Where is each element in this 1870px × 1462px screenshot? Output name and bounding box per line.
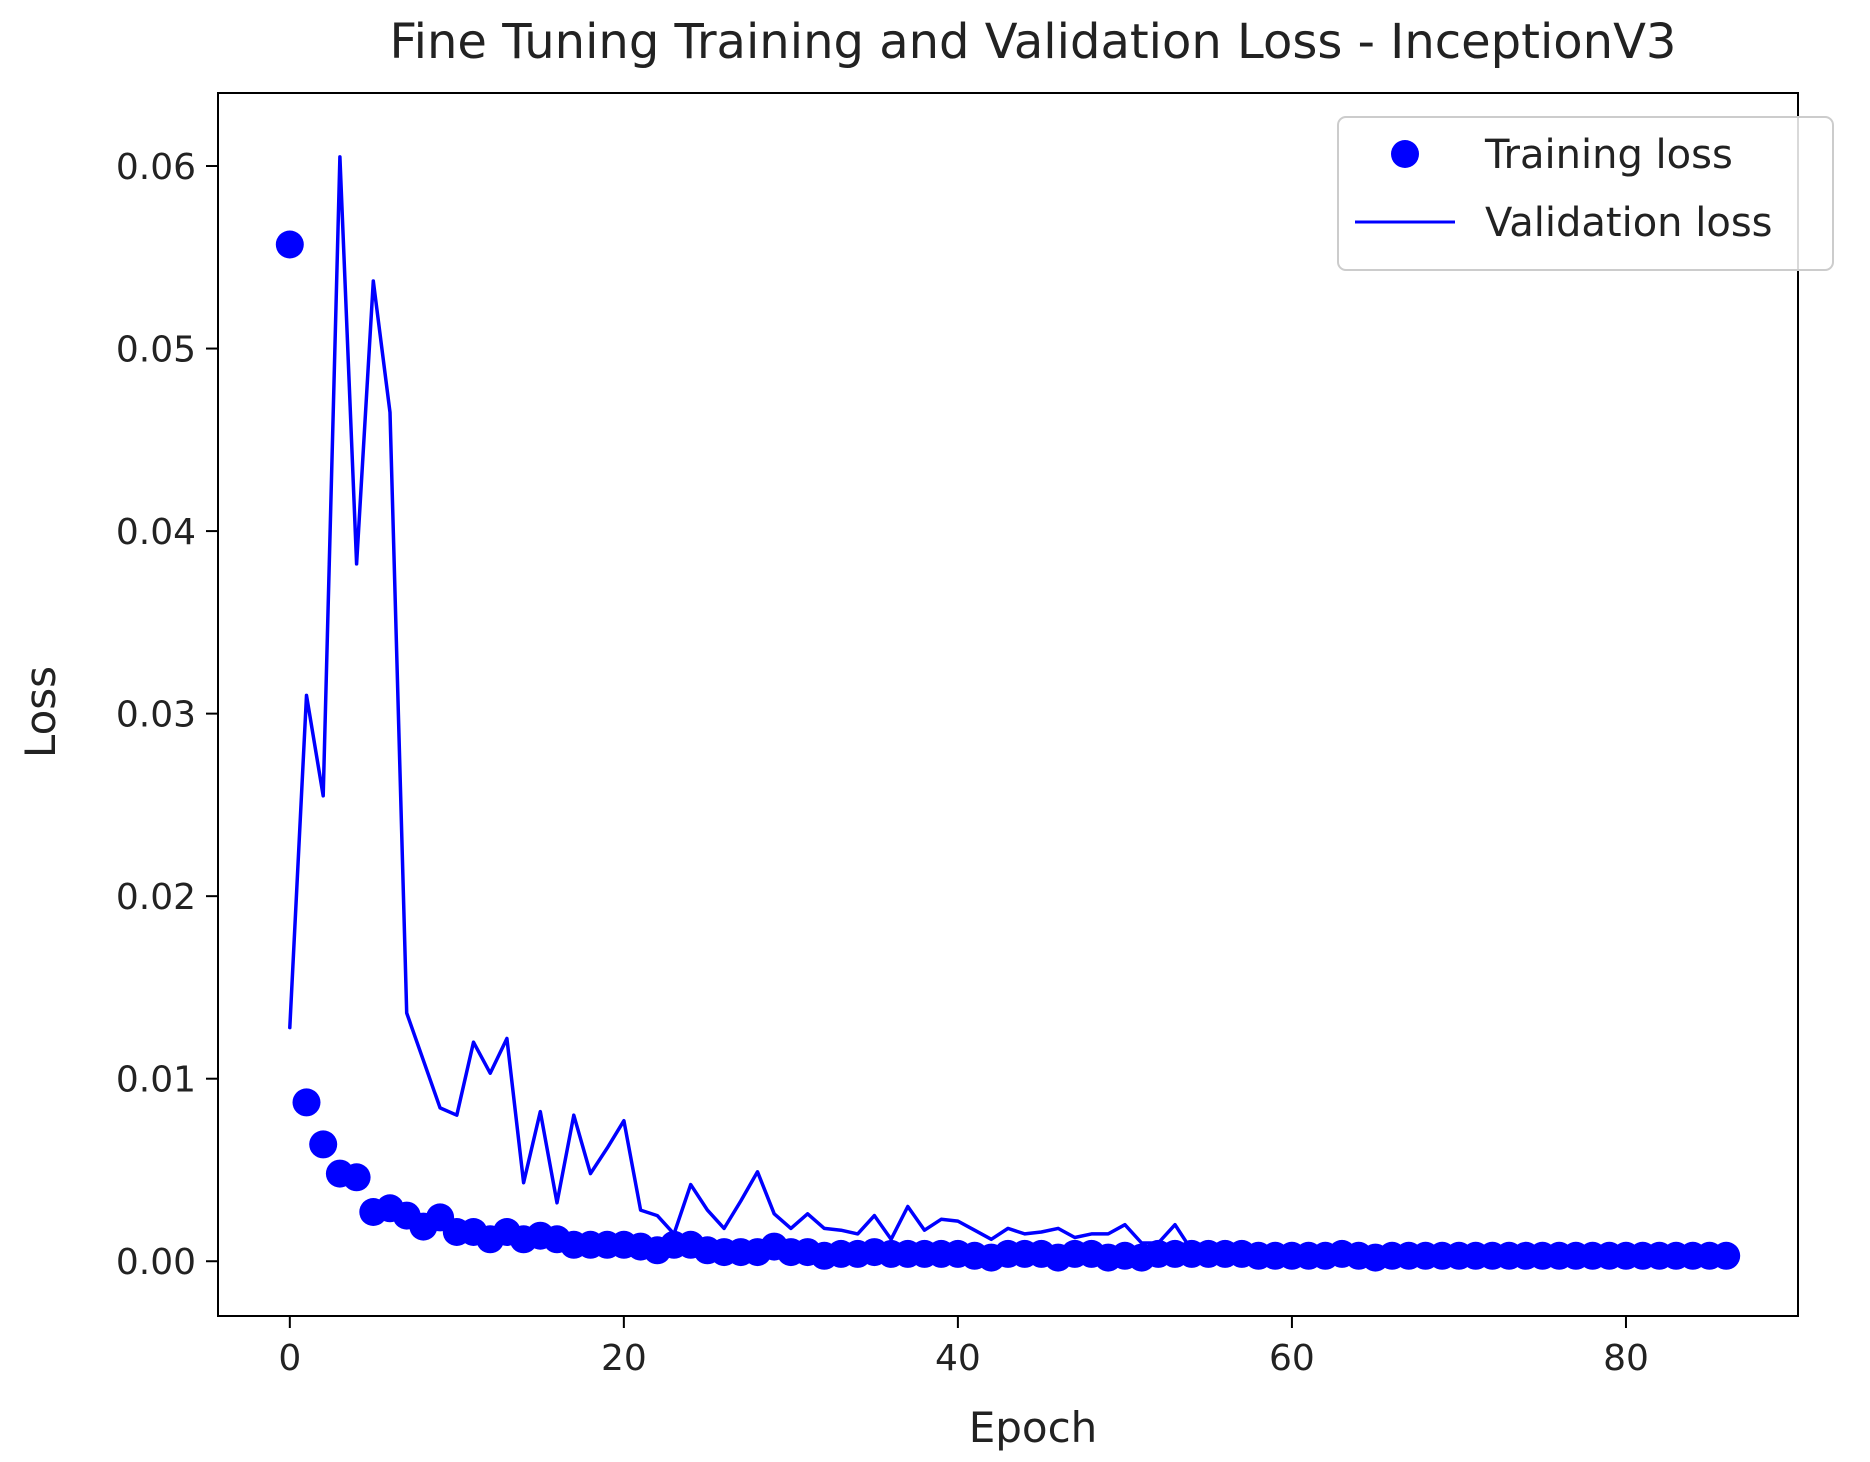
x-axis: 0 20 40 60 80 (278, 1316, 1649, 1379)
training-loss-point (342, 1163, 371, 1192)
x-tick-label: 60 (1269, 1338, 1315, 1379)
y-tick-label: 0.06 (116, 147, 196, 188)
y-axis: 0.00 0.01 0.02 0.03 0.04 0.05 0.06 (116, 147, 218, 1283)
y-axis-label: Loss (16, 666, 65, 758)
legend-box (1337, 116, 1834, 271)
y-tick-label: 0.00 (116, 1242, 196, 1283)
plot-area (275, 155, 1741, 1272)
x-tick-label: 0 (278, 1338, 301, 1379)
training-loss-point (1712, 1241, 1741, 1270)
chart-title: Fine Tuning Training and Validation Loss… (390, 14, 1677, 70)
legend-validation-label: Validation loss (1485, 200, 1773, 246)
x-tick-label: 40 (935, 1338, 981, 1379)
legend: Training loss Validation loss (1337, 116, 1834, 271)
x-axis-label: Epoch (969, 1403, 1098, 1452)
y-tick-label: 0.02 (116, 877, 196, 918)
training-loss-point (309, 1130, 338, 1159)
y-tick-label: 0.01 (116, 1060, 196, 1101)
y-tick-label: 0.04 (116, 512, 196, 553)
training-loss-point (275, 230, 304, 259)
y-tick-label: 0.05 (116, 330, 196, 371)
legend-training-marker (1391, 140, 1419, 168)
training-loss-point (292, 1088, 321, 1117)
x-tick-label: 80 (1603, 1338, 1649, 1379)
x-tick-label: 20 (601, 1338, 647, 1379)
legend-training-label: Training loss (1484, 132, 1733, 178)
axes-frame (217, 92, 1799, 1317)
y-tick-label: 0.03 (116, 695, 196, 736)
